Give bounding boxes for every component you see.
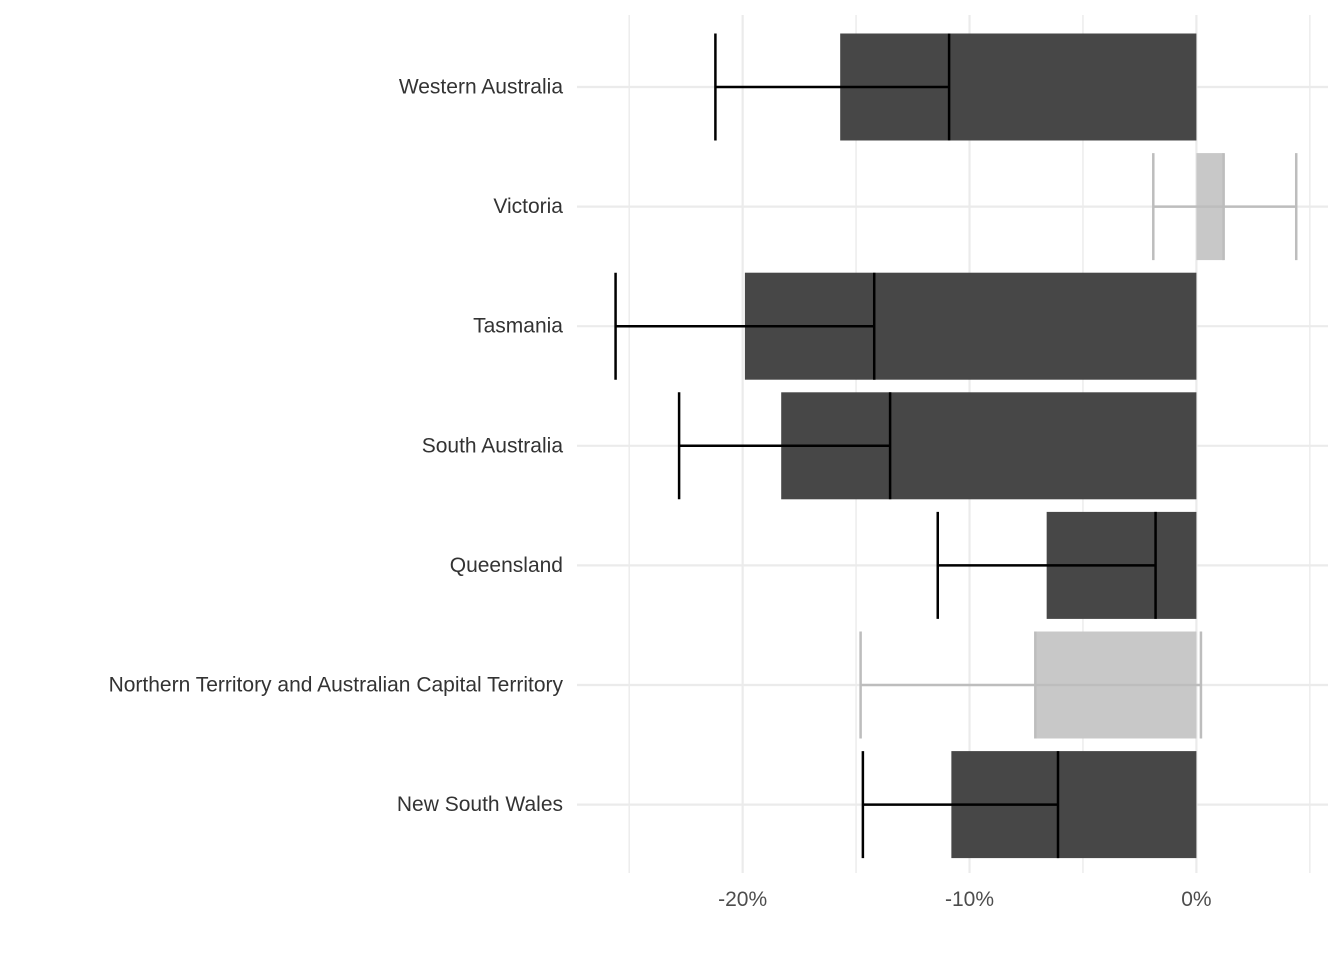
category-label: Victoria xyxy=(493,195,563,218)
error-bar xyxy=(1152,153,1298,261)
error-bar xyxy=(861,751,1060,859)
error-bar xyxy=(614,272,876,380)
error-bar xyxy=(859,631,1203,739)
category-label: Northern Territory and Australian Capita… xyxy=(109,674,564,697)
error-bar xyxy=(936,511,1157,619)
category-labels: Western Australia Victoria Tasmania South A… xyxy=(109,76,564,817)
x-tick-label: -10% xyxy=(945,888,994,911)
x-tick-label: -20% xyxy=(718,888,767,911)
category-label: South Australia xyxy=(422,434,564,457)
x-tick-labels: -20% -10% 0% xyxy=(718,888,1211,911)
error-bars xyxy=(614,33,1298,859)
x-tick-label: 0% xyxy=(1181,888,1211,911)
error-bar xyxy=(677,392,892,500)
category-label: Tasmania xyxy=(473,315,563,338)
category-label: Western Australia xyxy=(399,76,564,99)
category-label: New South Wales xyxy=(397,793,563,816)
error-bar xyxy=(714,33,951,141)
category-label: Queensland xyxy=(450,554,563,577)
